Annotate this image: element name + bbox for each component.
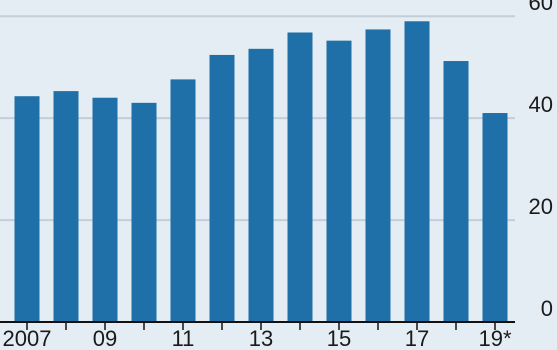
x-axis-ticks	[26, 322, 496, 330]
bar-2013	[248, 48, 274, 323]
y-tick-label-20: 20	[529, 194, 553, 219]
x-tick-label-2017: 17	[405, 326, 429, 350]
bar-2018	[443, 61, 469, 322]
bar-2011	[170, 79, 196, 322]
x-tick-label-2015: 15	[327, 326, 351, 350]
bar-2017	[404, 21, 430, 323]
y-tick-label-60: 60	[529, 0, 553, 15]
bar-2012	[209, 54, 235, 323]
bars	[14, 21, 508, 323]
x-tick-label-2019*: 19*	[478, 326, 511, 350]
bar-2007	[14, 96, 40, 322]
x-tick-label-2013: 13	[249, 326, 273, 350]
bar-2009	[92, 97, 118, 322]
x-axis-labels: 2007 09 11 13 15 17 19*	[3, 326, 512, 350]
x-tick-label-2011: 11	[172, 326, 195, 350]
bar-2014	[287, 32, 313, 322]
x-tick-label-2007: 2007	[3, 326, 52, 350]
bar-2008	[53, 91, 79, 323]
bar-2019*	[482, 113, 508, 322]
y-tick-label-40: 40	[529, 92, 553, 117]
y-axis-labels: 0 20 40 60	[529, 0, 553, 321]
bar-2010	[131, 102, 157, 322]
bar-2015	[326, 40, 352, 322]
y-tick-label-0: 0	[541, 296, 553, 321]
bar-2016	[365, 29, 391, 323]
x-tick-label-2009: 09	[93, 326, 117, 350]
